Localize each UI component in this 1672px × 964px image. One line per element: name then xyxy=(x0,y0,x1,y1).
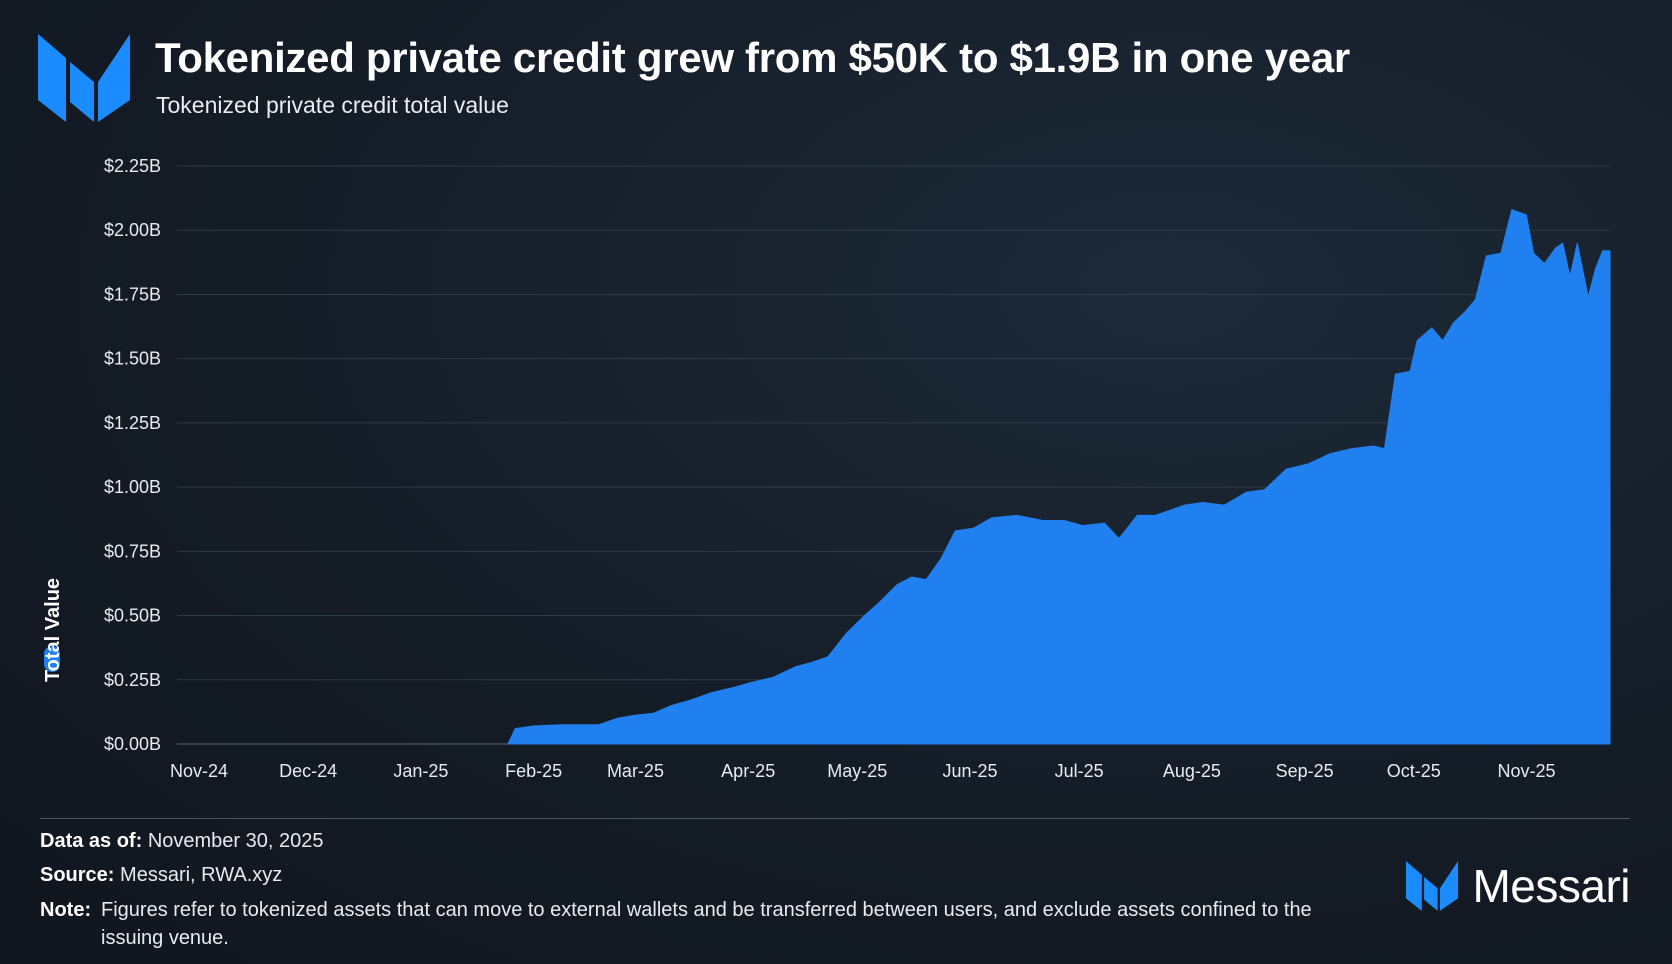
x-tick-label: Aug-25 xyxy=(1163,761,1221,781)
area-chart: $0.00B $0.25B $0.50B $0.75B $1.00B $1.25B $1.5… xyxy=(42,156,1611,781)
data-as-of: Data as of: November 30, 2025 xyxy=(40,830,323,853)
x-tick-label: Nov-25 xyxy=(1498,761,1556,781)
y-tick-label: $1.00B xyxy=(104,477,161,497)
note-line: Note: Figures refer to tokenized assets … xyxy=(40,896,1320,952)
source-label: Source: xyxy=(40,864,115,886)
area-series xyxy=(507,209,1611,745)
y-tick-label: $0.00B xyxy=(104,734,161,754)
y-tick-label: $1.50B xyxy=(104,349,161,369)
x-tick-label: Mar-25 xyxy=(607,761,664,781)
x-tick-label: Jan-25 xyxy=(393,761,448,781)
y-tick-label: $2.25B xyxy=(104,156,161,176)
messari-logo-icon xyxy=(38,34,130,122)
y-tick-label: $0.75B xyxy=(104,541,161,561)
y-tick-label: $0.50B xyxy=(104,606,161,626)
x-tick-label: Nov-24 xyxy=(170,761,228,781)
footer-divider xyxy=(40,818,1630,819)
brand-name: Messari xyxy=(1472,860,1630,912)
y-tick-label: $2.00B xyxy=(104,220,161,240)
note-value: Figures refer to tokenized assets that c… xyxy=(101,899,1312,949)
x-tick-label: Oct-25 xyxy=(1387,761,1441,781)
x-tick-label: Sep-25 xyxy=(1276,761,1334,781)
note-label: Note: xyxy=(40,899,92,921)
legend-swatch xyxy=(44,646,60,672)
x-tick-label: May-25 xyxy=(827,761,887,781)
chart-subtitle: Tokenized private credit total value xyxy=(156,92,509,118)
brand-logo: Messari xyxy=(1406,858,1630,914)
x-tick-label: Dec-24 xyxy=(279,761,337,781)
y-tick-label: $1.25B xyxy=(104,413,161,433)
data-as-of-label: Data as of: xyxy=(40,830,143,852)
x-tick-label: Jun-25 xyxy=(943,761,998,781)
y-tick-label: $0.25B xyxy=(104,670,161,690)
x-tick-label: Feb-25 xyxy=(505,761,562,781)
legend: Total Value xyxy=(42,578,64,682)
source-value: Messari, RWA.xyz xyxy=(120,864,283,886)
x-tick-label: Apr-25 xyxy=(721,761,775,781)
data-as-of-value: November 30, 2025 xyxy=(147,830,324,852)
y-axis-label: Total Value xyxy=(42,578,64,682)
source-line: Source: Messari, RWA.xyz xyxy=(40,864,282,887)
chart-title: Tokenized private credit grew from $50K … xyxy=(155,34,1350,81)
x-tick-label: Jul-25 xyxy=(1055,761,1104,781)
brand-mark-icon xyxy=(1406,861,1459,911)
y-tick-label: $1.75B xyxy=(104,284,161,304)
